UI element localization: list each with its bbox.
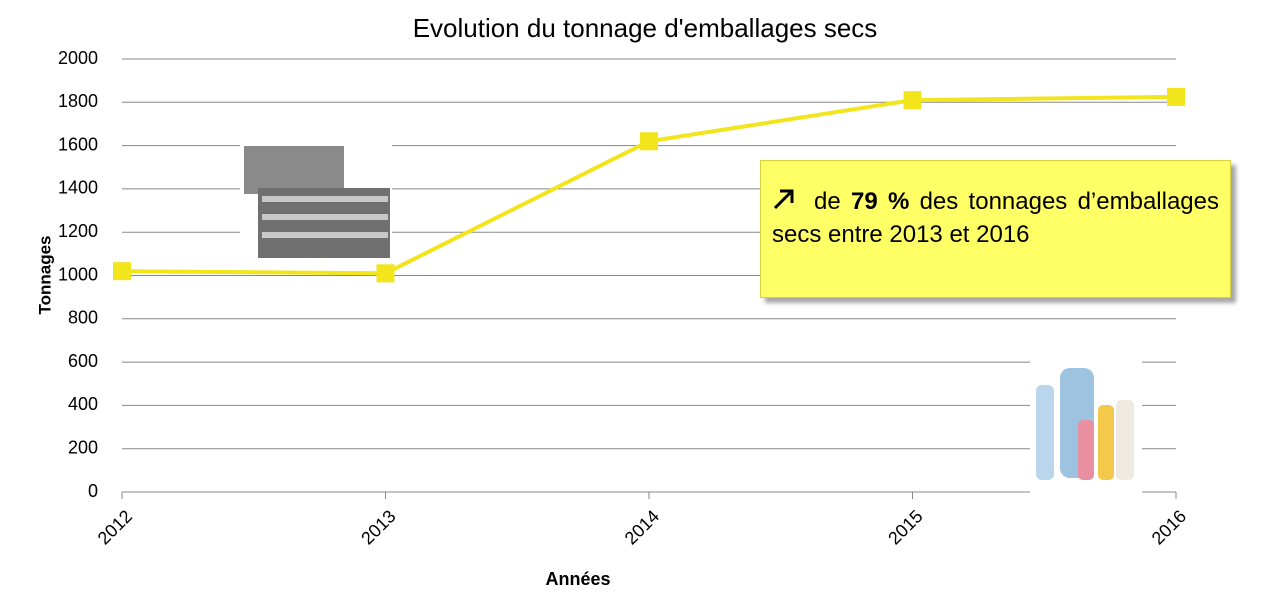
y-tick-label: 1600	[58, 134, 98, 154]
point-marker	[1167, 88, 1185, 106]
y-tick-label: 1800	[58, 91, 98, 111]
y-tick-label: 1200	[58, 221, 98, 241]
x-tick-label: 2013	[357, 506, 399, 548]
x-tick-label: 2016	[1148, 506, 1190, 548]
point-marker	[113, 262, 131, 280]
bottles-image	[1030, 345, 1142, 493]
chart-title: Evolution du tonnage d'emballages secs	[413, 13, 878, 43]
y-tick-label: 600	[68, 351, 98, 371]
page: Evolution du tonnage d'emballages secs A…	[0, 0, 1269, 594]
y-axis-title: Tonnages	[35, 235, 54, 314]
point-marker	[904, 91, 922, 109]
x-tick-label: 2012	[94, 506, 136, 548]
y-tick-label: 200	[68, 437, 98, 457]
newspapers-image	[240, 140, 392, 268]
y-tick-label: 1000	[58, 264, 98, 284]
up-arrow-icon	[772, 187, 796, 211]
point-marker	[640, 132, 658, 150]
annotation-box: de 79 % des tonnages d’emballages secs e…	[760, 160, 1231, 298]
x-tick-label: 2014	[621, 506, 663, 548]
y-tick-label: 0	[88, 481, 98, 501]
y-tick-label: 400	[68, 394, 98, 414]
annotation-text: de	[814, 188, 841, 215]
x-axis-title: Années	[545, 569, 610, 589]
point-marker	[377, 264, 395, 282]
y-tick-label: 1400	[58, 178, 98, 198]
annotation-highlight: 79 %	[851, 188, 909, 215]
y-tick-label: 2000	[58, 48, 98, 68]
x-tick-label: 2015	[884, 506, 926, 548]
y-tick-label: 800	[68, 308, 98, 328]
